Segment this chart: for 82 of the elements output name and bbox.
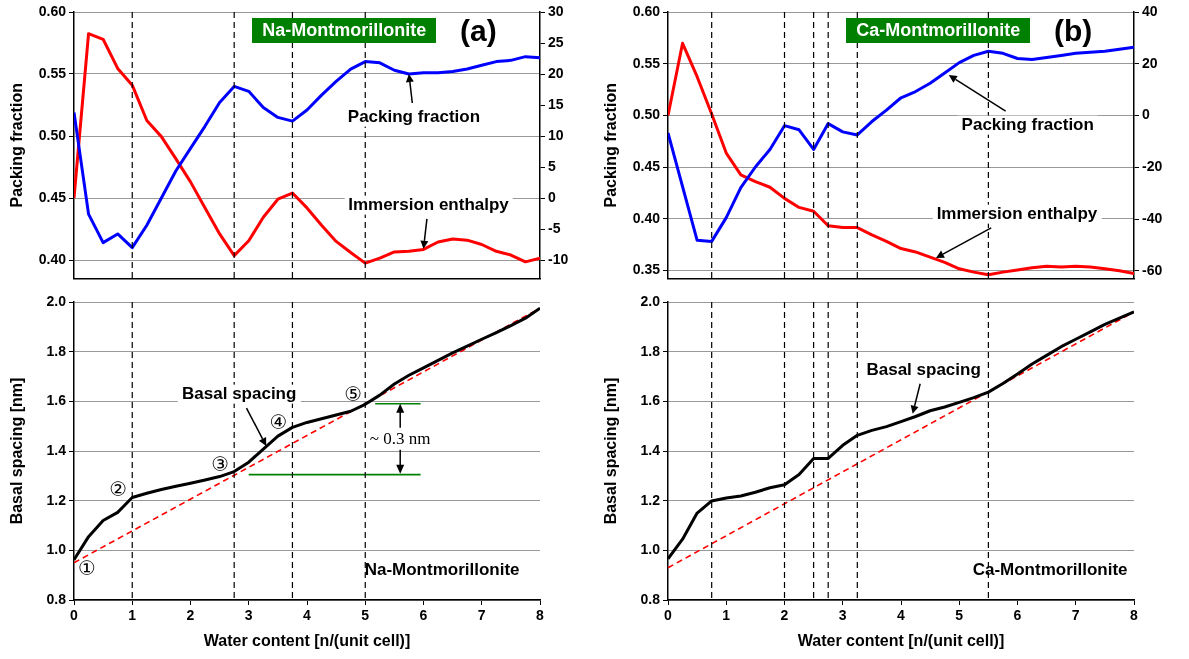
y-tick-label: 0.35 <box>632 261 661 278</box>
y2-tick-label: 5 <box>548 157 556 174</box>
y-tick-label: 1.0 <box>640 541 661 558</box>
y2-tick-label: -40 <box>1142 209 1163 226</box>
x-axis-title: Water content [n/(unit cell)] <box>797 631 1005 649</box>
y-tick-label: 0.50 <box>38 126 67 143</box>
annotation: ① <box>78 555 96 580</box>
y-tick-label: 1.8 <box>640 342 661 359</box>
annotation: Packing fraction <box>343 106 485 127</box>
y-axis-title: Basal spacing [nm] <box>8 377 26 525</box>
x-tick-label: 2 <box>186 607 195 624</box>
y-tick-label: 0.55 <box>38 64 67 81</box>
x-tick-label: 2 <box>780 607 789 624</box>
x-tick-label: 0 <box>664 607 673 624</box>
annotation: Basal spacing <box>862 359 985 380</box>
x-tick-label: 5 <box>955 607 964 624</box>
annotation: ② <box>109 477 128 502</box>
chart-subtitle: Na-Montmorillonite <box>252 18 437 43</box>
chart-subtitle: Ca-Montmorillonite <box>846 18 1031 43</box>
y-tick-label: 0.55 <box>632 54 661 71</box>
x-axis-title: Water content [n/(unit cell)] <box>203 631 411 649</box>
y2-tick-label: 30 <box>548 2 564 19</box>
x-tick-label: 7 <box>477 607 486 624</box>
y-tick-label: 0.40 <box>632 209 661 226</box>
y-tick-label: 1.2 <box>640 491 661 508</box>
annotation: Immersion enthalpy <box>344 194 513 215</box>
annotation: Immersion enthalpy <box>932 203 1102 224</box>
x-tick-label: 8 <box>1130 607 1139 624</box>
y2-tick-label: 10 <box>548 126 564 143</box>
y-tick-label: 0.60 <box>632 2 661 19</box>
y2-tick-label: -60 <box>1142 261 1163 278</box>
annotation: ③ <box>211 451 230 476</box>
y-tick-label: 0.8 <box>46 590 67 607</box>
y-tick-label: 2.0 <box>46 292 67 309</box>
y-tick-label: 0.40 <box>38 250 67 267</box>
y2-tick-label: 0 <box>548 188 556 205</box>
y2-tick-label: 20 <box>1142 54 1158 71</box>
annotation: ~ 0.3 nm <box>369 428 431 449</box>
y-tick-label: 1.6 <box>46 392 67 409</box>
y-tick-label: 1.2 <box>46 491 67 508</box>
y-tick-label: 2.0 <box>640 292 661 309</box>
y2-tick-label: -10 <box>548 250 569 267</box>
x-tick-label: 7 <box>1071 607 1080 624</box>
y2-tick-label: 25 <box>548 33 564 50</box>
y-axis-title: Packing fraction <box>602 83 620 208</box>
y-tick-label: 1.4 <box>640 441 661 458</box>
annotation: Basal spacing <box>178 383 301 404</box>
annotation: ④ <box>269 410 288 435</box>
y-tick-label: 1.0 <box>46 541 67 558</box>
chart-title: (a) <box>460 14 497 48</box>
x-tick-label: 8 <box>536 607 545 624</box>
y-tick-label: 0.60 <box>38 2 67 19</box>
x-tick-label: 0 <box>70 607 79 624</box>
y2-tick-label: 20 <box>548 64 564 81</box>
y2-tick-label: 0 <box>1142 106 1150 123</box>
y-tick-label: 1.8 <box>46 342 67 359</box>
x-tick-label: 4 <box>897 607 906 624</box>
y-tick-label: 1.6 <box>640 392 661 409</box>
y2-tick-label: -20 <box>1142 158 1163 175</box>
y2-tick-label: 15 <box>548 95 564 112</box>
x-tick-label: 1 <box>722 607 731 624</box>
y-axis-title: Packing fraction <box>8 83 26 208</box>
x-tick-label: 3 <box>838 607 847 624</box>
y2-tick-label: 40 <box>1142 2 1158 19</box>
x-tick-label: 3 <box>244 607 253 624</box>
annotation: Ca-Montmorillonite <box>972 559 1128 580</box>
y-tick-label: 0.8 <box>640 590 661 607</box>
x-tick-label: 5 <box>361 607 370 624</box>
x-tick-label: 4 <box>303 607 312 624</box>
chart-title: (b) <box>1054 14 1093 48</box>
x-tick-label: 6 <box>419 607 428 624</box>
y-tick-label: 0.50 <box>632 106 661 123</box>
y-axis-title: Basal spacing [nm] <box>602 377 620 525</box>
annotation: Packing fraction <box>957 114 1098 135</box>
annotation: Na-Montmorillonite <box>364 559 520 580</box>
x-tick-label: 1 <box>128 607 137 624</box>
y-tick-label: 0.45 <box>632 157 661 174</box>
annotation: ⑤ <box>344 382 363 407</box>
x-tick-label: 6 <box>1013 607 1022 624</box>
y-tick-label: 1.4 <box>46 441 67 458</box>
y2-tick-label: -5 <box>548 219 561 236</box>
y-tick-label: 0.45 <box>38 188 67 205</box>
